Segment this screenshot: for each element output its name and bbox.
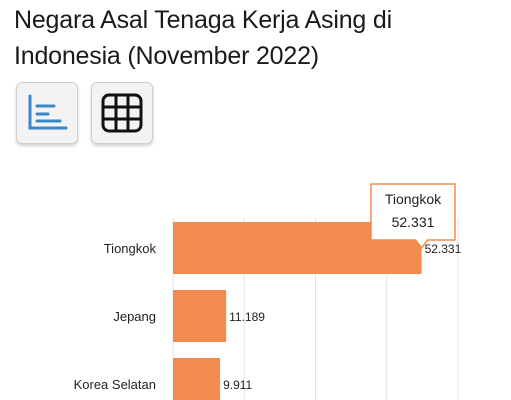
tooltip: Tiongkok 52.331 [370, 183, 456, 250]
labels: Tiongkok 52.331 Jepang 11.189 Korea Selatan 9… [74, 241, 462, 392]
chart-title: Negara Asal Tenaga Kerja Asing di Indone… [14, 6, 392, 70]
category-label: Jepang [113, 309, 156, 324]
tooltip-category: Tiongkok [385, 191, 442, 207]
tooltip-value: 52.331 [392, 214, 435, 230]
bar[interactable] [173, 290, 227, 342]
chart-view-button[interactable] [16, 82, 78, 144]
tooltip-box [370, 183, 456, 250]
table-grid-icon [101, 93, 143, 133]
bars [173, 222, 422, 400]
bar[interactable] [173, 358, 221, 400]
category-label: Tiongkok [104, 241, 157, 256]
table-view-button[interactable] [91, 82, 153, 144]
bar-chart-icon [28, 94, 68, 130]
value-label: 9.911 [223, 378, 252, 392]
category-label: Korea Selatan [74, 377, 156, 392]
value-label: 11.189 [229, 310, 265, 324]
value-label: 52.331 [425, 242, 462, 256]
